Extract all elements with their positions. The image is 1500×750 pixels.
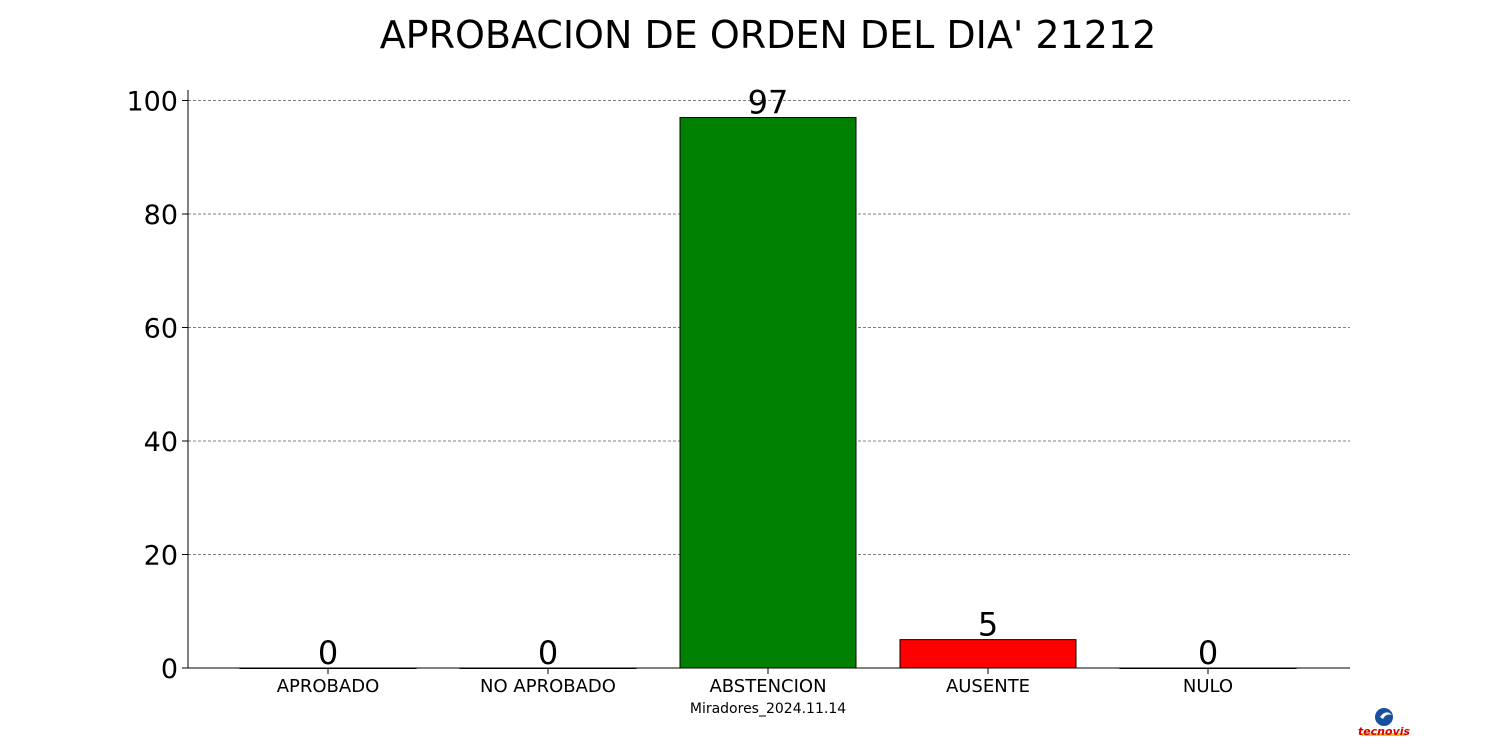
y-tick-label: 80 — [144, 200, 178, 231]
x-tick-label: ABSTENCION — [709, 676, 826, 697]
bar — [899, 639, 1077, 669]
x-axis-label: Miradores_2024.11.14 — [690, 701, 846, 717]
x-tick-label: NULO — [1183, 676, 1233, 697]
axes — [187, 90, 1350, 669]
y-tick-label: 0 — [161, 654, 178, 685]
data-label: 0 — [318, 634, 338, 672]
data-label: 0 — [538, 634, 558, 672]
data-labels: 0 0 97 5 0 — [318, 84, 1218, 672]
tecnovis-logo-icon: tecnovis — [1358, 708, 1411, 738]
x-tick-label: NO APROBADO — [480, 676, 616, 697]
bar — [679, 117, 857, 669]
bars — [239, 117, 1297, 669]
data-label: 0 — [1198, 634, 1218, 672]
x-ticks: APROBADO NO APROBADO ABSTENCION AUSENTE NULO — [277, 668, 1233, 697]
y-tick-label: 60 — [144, 314, 178, 345]
x-tick-label: APROBADO — [277, 676, 380, 697]
y-tick-label: 20 — [144, 541, 178, 572]
x-tick-label: AUSENTE — [946, 676, 1030, 697]
data-label: 97 — [748, 84, 789, 122]
y-tick-label: 100 — [126, 87, 178, 118]
y-ticks: 0 20 40 60 80 100 — [126, 87, 188, 685]
logo-swoosh — [1380, 712, 1392, 719]
logo-underline — [1362, 733, 1406, 736]
data-label: 5 — [978, 606, 998, 644]
chart-title: APROBACION DE ORDEN DEL DIA' 21212 — [380, 13, 1157, 57]
y-tick-label: 40 — [144, 427, 178, 458]
logo-text: tecnovis — [1358, 725, 1411, 738]
